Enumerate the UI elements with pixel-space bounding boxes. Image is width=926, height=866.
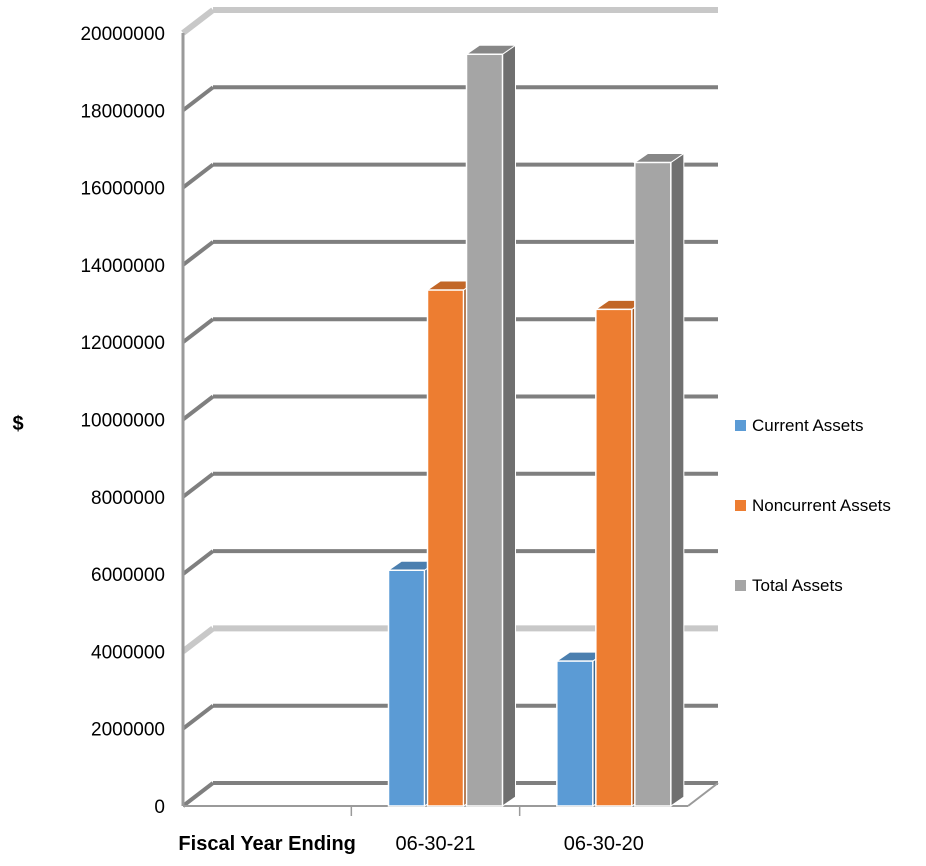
gridline-side-4 <box>181 472 215 499</box>
y-tick-label-6: 12000000 <box>80 333 165 354</box>
gridline-side-6 <box>181 317 215 344</box>
floor-side-edge <box>687 782 719 807</box>
legend-label: Current Assets <box>752 416 864 435</box>
gridline-side-0 <box>181 781 215 808</box>
legend-label: Total Assets <box>752 576 843 595</box>
y-tick-label-4: 8000000 <box>91 488 165 509</box>
x-tick-label-2: 06-30-20 <box>564 833 644 855</box>
x-tick-label-1: 06-30-21 <box>395 833 475 855</box>
gridline-side-2 <box>181 626 215 654</box>
legend-swatch <box>735 420 746 431</box>
legend-item-current-assets: Current Assets <box>735 416 864 435</box>
legend-label: Noncurrent Assets <box>752 496 891 515</box>
y-tick-label-10: 20000000 <box>80 24 165 45</box>
y-tick-label-0: 0 <box>154 797 165 818</box>
y-tick-label-7: 14000000 <box>80 256 165 277</box>
gridline-side-5 <box>181 394 215 422</box>
y-tick-label-8: 16000000 <box>80 179 165 200</box>
legend-item-total-assets: Total Assets <box>735 576 843 595</box>
y-tick-label-9: 18000000 <box>80 101 165 122</box>
y-tick-labels: 0 2000000 4000000 6000000 8000000 10000000 120… <box>80 24 165 818</box>
legend-item-noncurrent-assets: Noncurrent Assets <box>735 496 891 515</box>
y-tick-label-3: 6000000 <box>91 565 165 586</box>
bar-total-assets-2 <box>633 152 686 807</box>
y-tick-label-2: 4000000 <box>91 642 165 663</box>
gridline-side-7 <box>181 240 215 267</box>
gridline-side-3 <box>181 549 215 576</box>
y-tick-label-5: 10000000 <box>80 411 165 432</box>
y-tick-label-1: 2000000 <box>91 720 165 741</box>
legend-swatch <box>735 580 746 591</box>
gridline-side-9 <box>181 85 215 112</box>
gridline-side-8 <box>181 163 215 190</box>
bars <box>386 44 686 807</box>
x-tick-label-0: Fiscal Year Ending <box>178 833 355 855</box>
gridline-side-10 <box>181 7 215 36</box>
y-axis-label: $ <box>12 413 23 435</box>
bar-total-assets-1 <box>464 44 518 807</box>
x-category-labels: Fiscal Year Ending 06-30-21 06-30-20 <box>178 833 643 855</box>
legend: Current Assets Noncurrent Assets Total Ass… <box>735 416 891 595</box>
legend-swatch <box>735 500 746 511</box>
gridline-side-1 <box>181 704 215 731</box>
